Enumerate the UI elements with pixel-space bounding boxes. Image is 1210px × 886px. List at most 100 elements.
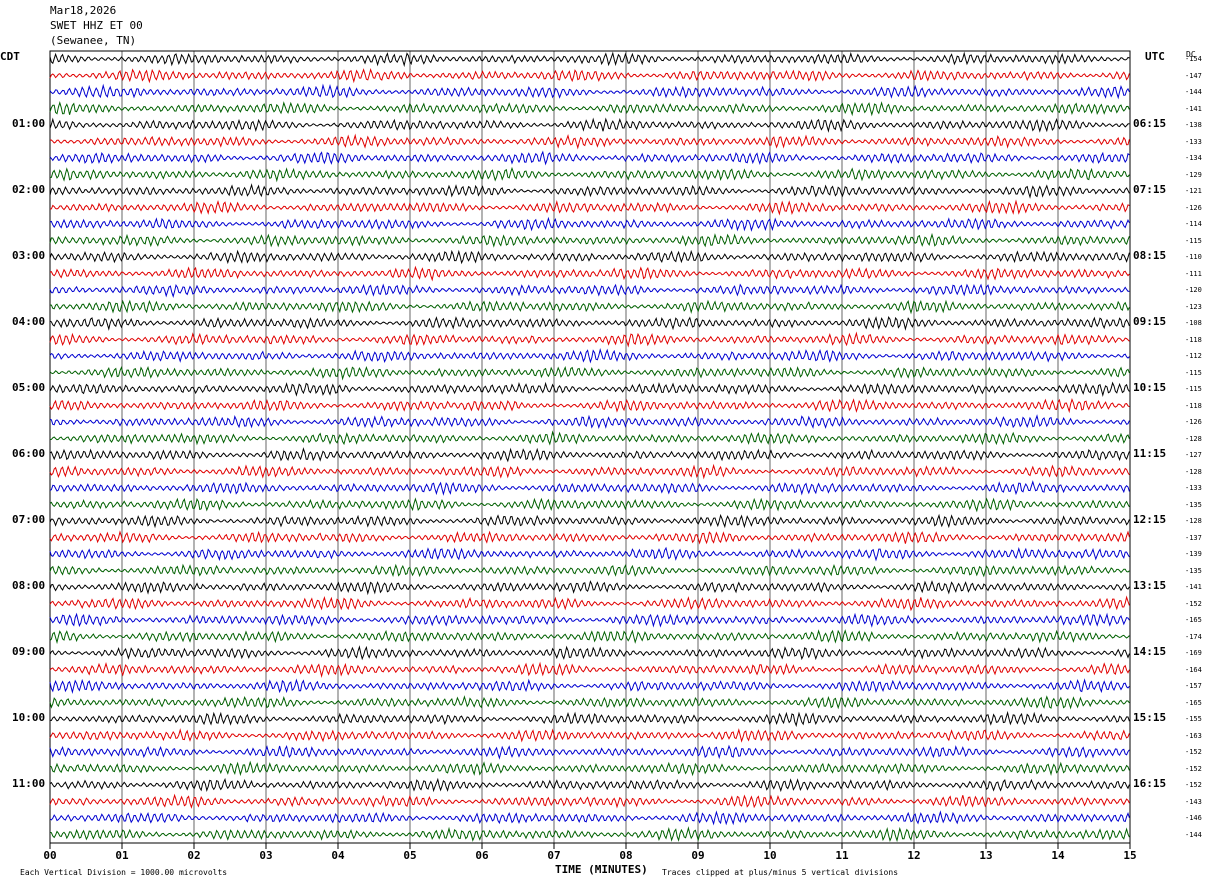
dc-offset-label: -174 (1185, 632, 1202, 641)
trace-row (49, 777, 1130, 793)
left-hour-label: 09:00 (12, 645, 46, 658)
trace-row (49, 760, 1130, 777)
trace-row (49, 216, 1130, 232)
x-axis-title: TIME (MINUTES) (555, 863, 648, 876)
x-tick-label: 12 (907, 849, 920, 862)
dc-offset-label: -152 (1185, 764, 1202, 773)
dc-offset-label: -137 (1185, 533, 1202, 542)
trace-row (49, 249, 1130, 265)
station-location: (Sewanee, TN) (50, 34, 137, 47)
x-tick-label: 08 (619, 849, 632, 862)
dc-offset-label: -146 (1185, 814, 1202, 822)
x-tick-label: 00 (43, 849, 56, 862)
right-hour-label: 08:15 (1133, 249, 1167, 262)
dc-offset-label: -126 (1185, 203, 1202, 212)
trace-row (49, 414, 1130, 430)
dc-offset-label: -165 (1185, 616, 1202, 624)
trace-row (49, 595, 1130, 612)
dc-offset-label: -144 (1185, 88, 1202, 96)
trace-row (50, 166, 1130, 183)
trace-row (49, 283, 1130, 298)
x-tick-label: 11 (835, 849, 849, 862)
trace-row (49, 51, 1130, 68)
right-hour-label: 13:15 (1133, 579, 1167, 592)
x-tick-label: 10 (763, 849, 776, 862)
dc-offset-label: -155 (1185, 715, 1202, 723)
dc-offset-label: -128 (1185, 517, 1202, 525)
dc-offset-label: -138 (1185, 121, 1202, 129)
x-tick-label: 05 (403, 849, 416, 862)
trace-row (49, 315, 1130, 331)
trace-row (49, 513, 1130, 529)
x-tick-label: 13 (979, 849, 992, 862)
trace-row (49, 67, 1130, 84)
dc-offset-label: -144 (1185, 830, 1202, 839)
left-hour-label: 05:00 (12, 381, 46, 394)
trace-row (49, 232, 1130, 248)
x-tick-label: 03 (259, 849, 272, 862)
trace-row (49, 546, 1130, 562)
dc-offset-label: -164 (1185, 665, 1202, 674)
trace-row (49, 678, 1130, 694)
dc-offset-label: -115 (1185, 236, 1202, 245)
x-tick-label: 14 (1051, 849, 1065, 862)
x-tick-label: 01 (115, 849, 129, 862)
trace-row (49, 430, 1130, 446)
x-tick-label: 04 (331, 849, 345, 862)
dc-offset-label: -165 (1185, 698, 1202, 707)
x-tick-label: 06 (475, 849, 489, 862)
station-name: SWET HHZ ET 00 (50, 19, 143, 32)
right-hour-label: 09:15 (1133, 315, 1167, 328)
left-hour-label: 06:00 (12, 447, 46, 460)
trace-row (49, 183, 1130, 199)
dc-offset-label: -152 (1185, 599, 1202, 608)
dc-offset-label: -115 (1185, 385, 1202, 393)
dc-offset-label: -135 (1185, 500, 1202, 509)
trace-row (49, 150, 1130, 166)
left-hour-label: 11:00 (12, 777, 46, 790)
trace-row (49, 695, 1130, 710)
dc-offset-label: -141 (1185, 104, 1202, 113)
trace-row (49, 299, 1130, 315)
trace-row (49, 480, 1130, 496)
trace-row (49, 612, 1130, 628)
dc-offset-label: -143 (1185, 797, 1202, 806)
dc-column-label: DC (1186, 50, 1196, 59)
dc-offset-label: -147 (1185, 71, 1202, 80)
trace-row (49, 810, 1130, 826)
right-hour-label: 15:15 (1133, 711, 1167, 724)
trace-row (49, 381, 1130, 398)
dc-offset-label: -154 (1185, 55, 1202, 63)
dc-offset-label: -110 (1185, 253, 1202, 261)
x-tick-label: 07 (547, 849, 560, 862)
trace-row (49, 447, 1130, 463)
trace-row (49, 645, 1130, 661)
dc-offset-label: -108 (1185, 319, 1202, 327)
dc-offset-label: -129 (1185, 170, 1202, 179)
right-timezone-label: UTC (1145, 50, 1165, 63)
dc-offset-label: -133 (1185, 137, 1202, 146)
trace-row (49, 463, 1130, 480)
dc-offset-label: -152 (1185, 748, 1202, 756)
plot-date: Mar18,2026 (50, 4, 117, 17)
trace-row (49, 728, 1130, 743)
dc-offset-label: -169 (1185, 649, 1202, 657)
dc-offset-label: -120 (1185, 286, 1202, 294)
dc-offset-label: -123 (1185, 302, 1202, 311)
x-tick-label: 02 (187, 849, 200, 862)
clip-note: Traces clipped at plus/minus 5 vertical … (662, 868, 899, 877)
trace-row (49, 744, 1130, 760)
dc-offset-label: -111 (1185, 269, 1202, 278)
right-hour-label: 10:15 (1133, 381, 1167, 394)
trace-row (49, 397, 1130, 414)
trace-row (49, 661, 1130, 678)
trace-row (49, 629, 1130, 645)
x-tick-label: 15 (1123, 849, 1136, 862)
right-hour-label: 06:15 (1133, 117, 1167, 130)
dc-offset-label: -152 (1185, 781, 1202, 789)
right-hour-label: 14:15 (1133, 645, 1167, 658)
x-tick-label: 09 (691, 849, 704, 862)
left-hour-label: 07:00 (12, 513, 46, 526)
left-hour-label: 01:00 (12, 117, 46, 130)
